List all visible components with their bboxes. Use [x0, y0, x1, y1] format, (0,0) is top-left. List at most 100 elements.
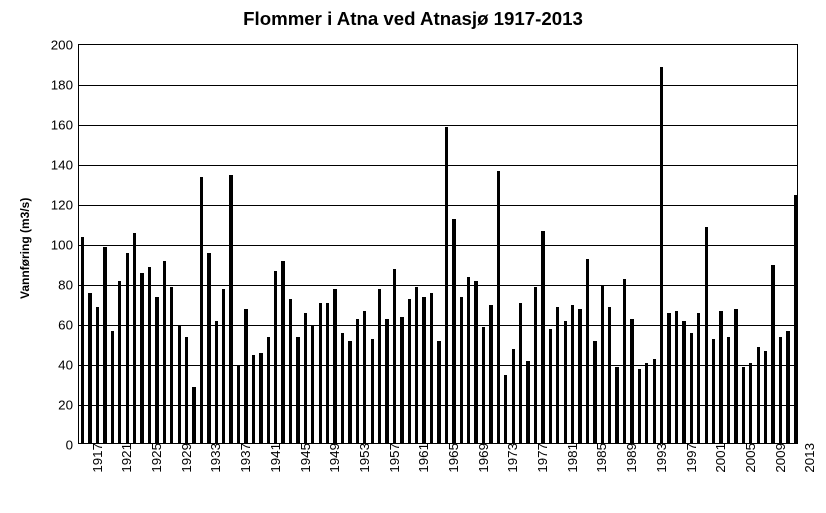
- x-tick-label: 1985: [590, 443, 609, 473]
- x-tick-label: 1921: [115, 443, 134, 473]
- bar: [215, 321, 218, 443]
- bar: [564, 321, 567, 443]
- y-tick-label: 80: [58, 278, 79, 293]
- bar: [504, 375, 507, 443]
- y-tick-label: 20: [58, 398, 79, 413]
- x-tick-label: 1941: [264, 443, 283, 473]
- bar: [408, 299, 411, 443]
- bar: [482, 327, 485, 443]
- bar: [252, 355, 255, 443]
- bar: [311, 325, 314, 443]
- bar: [178, 325, 181, 443]
- bar: [222, 289, 225, 443]
- x-tick-label: 1945: [294, 443, 313, 473]
- bar: [88, 293, 91, 443]
- x-tick-label: 2013: [798, 443, 817, 473]
- gridline: [79, 365, 797, 366]
- gridline: [79, 85, 797, 86]
- bar: [155, 297, 158, 443]
- x-tick-label: 1949: [323, 443, 342, 473]
- bar: [140, 273, 143, 443]
- y-tick-label: 200: [51, 38, 79, 53]
- chart-container: Flommer i Atna ved Atnasjø 1917-2013 020…: [0, 0, 826, 513]
- bar: [734, 309, 737, 443]
- x-tick-label: 1929: [175, 443, 194, 473]
- bar: [289, 299, 292, 443]
- bar: [645, 363, 648, 443]
- bar: [244, 309, 247, 443]
- bar: [474, 281, 477, 443]
- bar: [96, 307, 99, 443]
- x-tick-label: 2009: [769, 443, 788, 473]
- bar: [771, 265, 774, 443]
- bar: [497, 171, 500, 443]
- gridline: [79, 205, 797, 206]
- bar: [571, 305, 574, 443]
- bar: [356, 319, 359, 443]
- bar: [363, 311, 366, 443]
- bar: [727, 337, 730, 443]
- gridline: [79, 285, 797, 286]
- x-tick-label: 1993: [650, 443, 669, 473]
- bar: [267, 337, 270, 443]
- y-tick-label: 40: [58, 358, 79, 373]
- x-tick-label: 1925: [145, 443, 164, 473]
- bar: [229, 175, 232, 443]
- x-tick-label: 1933: [204, 443, 223, 473]
- gridline: [79, 325, 797, 326]
- bar: [333, 289, 336, 443]
- x-tick-label: 1953: [353, 443, 372, 473]
- bar: [118, 281, 121, 443]
- bar: [400, 317, 403, 443]
- x-tick-label: 1977: [531, 443, 550, 473]
- y-tick-label: 160: [51, 118, 79, 133]
- bar: [274, 271, 277, 443]
- x-tick-label: 2005: [739, 443, 758, 473]
- bar: [653, 359, 656, 443]
- x-tick-label: 1965: [442, 443, 461, 473]
- bar: [430, 293, 433, 443]
- bar: [304, 313, 307, 443]
- gridline: [79, 125, 797, 126]
- bar: [593, 341, 596, 443]
- bar: [148, 267, 151, 443]
- y-tick-label: 180: [51, 78, 79, 93]
- bar: [467, 277, 470, 443]
- bar: [437, 341, 440, 443]
- gridline: [79, 165, 797, 166]
- bar: [393, 269, 396, 443]
- bar: [489, 305, 492, 443]
- bar: [296, 337, 299, 443]
- y-tick-label: 120: [51, 198, 79, 213]
- bar: [705, 227, 708, 443]
- x-tick-label: 2001: [709, 443, 728, 473]
- bar: [682, 321, 685, 443]
- bar: [586, 259, 589, 443]
- y-tick-label: 60: [58, 318, 79, 333]
- bar: [371, 339, 374, 443]
- bar: [163, 261, 166, 443]
- chart-title: Flommer i Atna ved Atnasjø 1917-2013: [0, 8, 826, 30]
- bar: [623, 279, 626, 443]
- y-tick-label: 100: [51, 238, 79, 253]
- x-tick-label: 1937: [234, 443, 253, 473]
- y-tick-label: 0: [66, 438, 79, 453]
- x-tick-label: 1973: [501, 443, 520, 473]
- bar: [779, 337, 782, 443]
- bar: [378, 289, 381, 443]
- bar: [385, 319, 388, 443]
- x-tick-label: 1969: [472, 443, 491, 473]
- bar: [578, 309, 581, 443]
- x-tick-label: 1997: [680, 443, 699, 473]
- bar: [541, 231, 544, 443]
- bar: [111, 331, 114, 443]
- x-tick-label: 1917: [86, 443, 105, 473]
- bar: [675, 311, 678, 443]
- plot-area: 0204060801001201401601802001917192119251…: [78, 44, 798, 444]
- bar: [207, 253, 210, 443]
- bar: [712, 339, 715, 443]
- bar: [341, 333, 344, 443]
- x-tick-label: 1957: [383, 443, 402, 473]
- bar: [660, 67, 663, 443]
- bar: [549, 329, 552, 443]
